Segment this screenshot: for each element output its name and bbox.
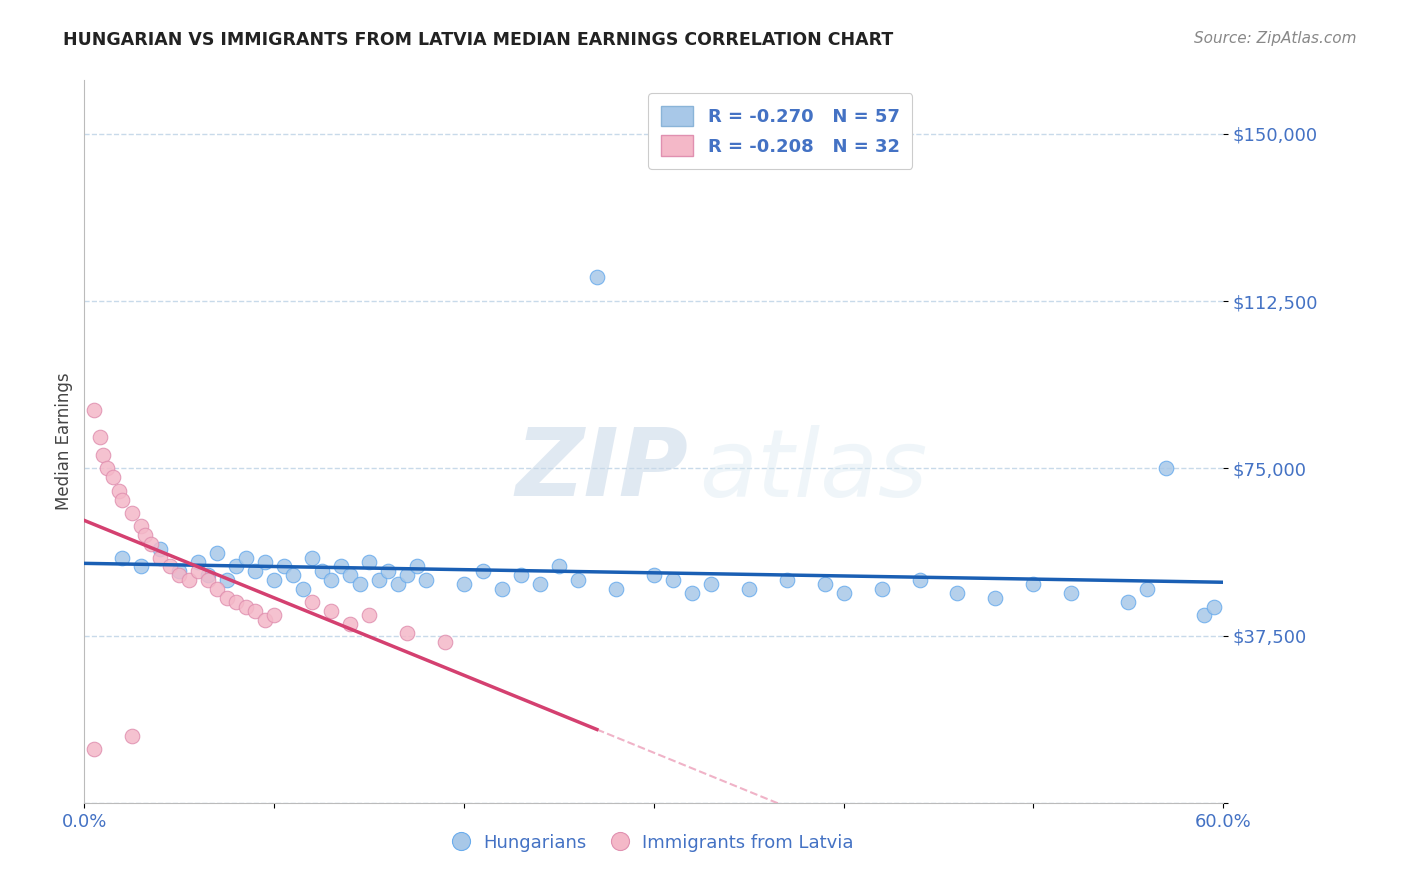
Point [301, 595, 323, 609]
Point [405, 559, 427, 574]
Point [814, 577, 837, 591]
Point [984, 591, 1007, 605]
Point [225, 559, 247, 574]
Point [197, 573, 219, 587]
Text: atlas: atlas [699, 425, 928, 516]
Point [434, 635, 457, 649]
Point [107, 483, 129, 498]
Point [1060, 586, 1083, 600]
Point [377, 564, 399, 578]
Point [1022, 577, 1045, 591]
Point [121, 506, 143, 520]
Point [662, 573, 685, 587]
Point [396, 568, 419, 582]
Point [169, 568, 191, 582]
Point [367, 573, 389, 587]
Text: HUNGARIAN VS IMMIGRANTS FROM LATVIA MEDIAN EARNINGS CORRELATION CHART: HUNGARIAN VS IMMIGRANTS FROM LATVIA MEDI… [63, 31, 894, 49]
Point [187, 555, 209, 569]
Point [245, 564, 267, 578]
Point [215, 573, 238, 587]
Point [225, 595, 247, 609]
Point [946, 586, 969, 600]
Point [738, 582, 761, 596]
Point [245, 604, 267, 618]
Point [1136, 582, 1159, 596]
Point [301, 550, 323, 565]
Point [349, 577, 371, 591]
Point [311, 564, 333, 578]
Point [134, 528, 156, 542]
Point [415, 573, 437, 587]
Point [359, 608, 381, 623]
Point [169, 564, 191, 578]
Point [1156, 461, 1178, 475]
Point [359, 555, 381, 569]
Point [832, 586, 855, 600]
Point [83, 742, 105, 756]
Point [83, 403, 105, 417]
Point [131, 559, 153, 574]
Point [111, 550, 134, 565]
Point [396, 626, 419, 640]
Point [111, 492, 134, 507]
Point [776, 573, 799, 587]
Point [567, 573, 589, 587]
Point [291, 582, 314, 596]
Point [548, 559, 571, 574]
Point [215, 591, 238, 605]
Point [1202, 599, 1225, 614]
Point [93, 448, 115, 462]
Legend: Hungarians, Immigrants from Latvia: Hungarians, Immigrants from Latvia [447, 826, 860, 859]
Point [321, 573, 343, 587]
Point [89, 430, 111, 444]
Point [1118, 595, 1140, 609]
Point [529, 577, 551, 591]
Point [908, 573, 931, 587]
Point [263, 608, 285, 623]
Point [131, 519, 153, 533]
Point [177, 573, 200, 587]
Text: ZIP: ZIP [515, 425, 688, 516]
Point [235, 550, 257, 565]
Point [207, 582, 229, 596]
Point [187, 564, 209, 578]
Point [387, 577, 409, 591]
Point [472, 564, 495, 578]
Point [321, 604, 343, 618]
Point [605, 582, 627, 596]
Point [101, 470, 124, 484]
Point [453, 577, 475, 591]
Point [149, 550, 172, 565]
Point [283, 568, 305, 582]
Point [197, 568, 219, 582]
Point [643, 568, 665, 582]
Point [339, 617, 361, 632]
Point [263, 573, 285, 587]
Point [329, 559, 352, 574]
Point [510, 568, 533, 582]
Point [253, 613, 276, 627]
Point [273, 559, 295, 574]
Point [700, 577, 723, 591]
Point [96, 461, 118, 475]
Point [207, 546, 229, 560]
Point [339, 568, 361, 582]
Point [121, 729, 143, 743]
Point [149, 541, 172, 556]
Point [235, 599, 257, 614]
Point [491, 582, 513, 596]
Point [870, 582, 893, 596]
Y-axis label: Median Earnings: Median Earnings [55, 373, 73, 510]
Text: Source: ZipAtlas.com: Source: ZipAtlas.com [1194, 31, 1357, 46]
Point [253, 555, 276, 569]
Point [681, 586, 703, 600]
Point [159, 559, 181, 574]
Point [139, 537, 162, 551]
Point [1194, 608, 1216, 623]
Point [586, 269, 609, 284]
